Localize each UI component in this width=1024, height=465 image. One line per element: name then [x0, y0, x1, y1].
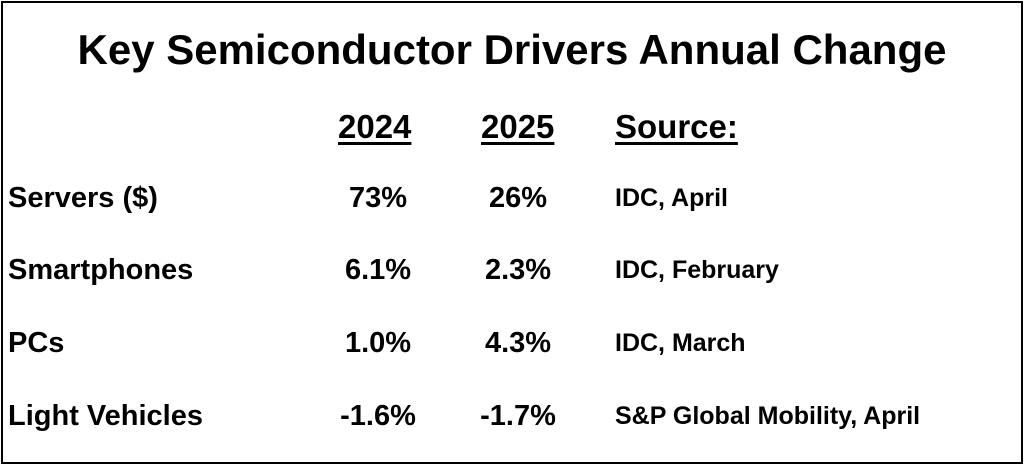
- row-label: PCs: [8, 327, 65, 359]
- value-2025: 26%: [488, 182, 548, 214]
- source-cell: IDC, February: [615, 256, 779, 284]
- row-label: Servers ($): [8, 182, 158, 214]
- value-2024: 73%: [348, 182, 408, 214]
- row-label: Light Vehicles: [8, 400, 203, 432]
- value-2025: -1.7%: [480, 400, 556, 432]
- source-cell: S&P Global Mobility, April: [615, 402, 921, 430]
- column-header-2024: 2024: [338, 108, 412, 145]
- column-header-source: Source:: [615, 108, 738, 145]
- source-cell: IDC, March: [615, 329, 746, 357]
- table-row: PCs 1.0% 4.3% IDC, March: [3, 323, 1021, 363]
- value-2025: 2.3%: [484, 254, 552, 286]
- source-cell: IDC, April: [615, 184, 728, 212]
- value-2025: 4.3%: [484, 327, 552, 359]
- row-label: Smartphones: [8, 254, 194, 286]
- table-row: Servers ($) 73% 26% IDC, April: [3, 178, 1021, 218]
- value-2024: -1.6%: [340, 400, 416, 432]
- value-2024: 6.1%: [344, 254, 412, 286]
- table-row: Smartphones 6.1% 2.3% IDC, February: [3, 250, 1021, 290]
- chart-title: Key Semiconductor Drivers Annual Change: [77, 26, 947, 73]
- value-2024: 1.0%: [344, 327, 412, 359]
- table-row: Light Vehicles -1.6% -1.7% S&P Global Mo…: [3, 396, 1021, 436]
- column-header-2025: 2025: [481, 108, 555, 145]
